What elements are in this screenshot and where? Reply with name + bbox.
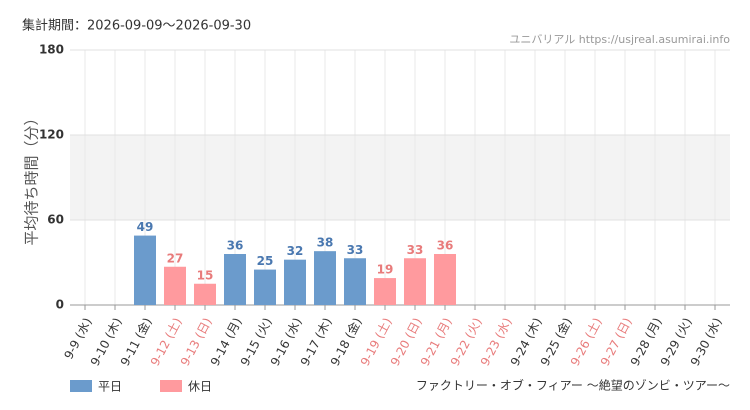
- legend-swatch: [70, 380, 92, 392]
- bar: [284, 259, 306, 305]
- value-label: 25: [257, 254, 274, 268]
- bar: [344, 258, 366, 305]
- value-label: 32: [287, 244, 304, 258]
- value-label: 33: [347, 243, 364, 257]
- value-label: 38: [317, 236, 334, 250]
- bar: [404, 258, 426, 305]
- bar: [314, 251, 336, 305]
- source: ユニバリアル https://usjreal.asumirai.info: [509, 33, 730, 46]
- bar: [134, 235, 156, 305]
- value-label: 49: [137, 220, 154, 234]
- bar: [434, 254, 456, 305]
- bar: [164, 266, 186, 305]
- x-tick-label: 9-9 (水): [61, 315, 94, 361]
- y-tick-label: 180: [39, 43, 64, 57]
- bar: [224, 254, 246, 305]
- legend-label: 平日: [98, 380, 122, 394]
- y-tick-label: 120: [39, 128, 64, 142]
- bar: [254, 269, 276, 305]
- value-label: 33: [407, 243, 424, 257]
- value-label: 36: [437, 239, 454, 253]
- footer: ファクトリー・オブ・フィアー 〜絶望のゾンビ・ツアー〜: [416, 378, 730, 393]
- y-tick-label: 60: [47, 213, 64, 227]
- y-tick-label: 0: [56, 298, 64, 312]
- bar: [374, 278, 396, 305]
- bar: [194, 283, 216, 305]
- value-label: 19: [377, 263, 394, 277]
- value-label: 27: [167, 251, 184, 265]
- chart-title: 集計期間：2026-09-09〜2026-09-30: [22, 18, 251, 34]
- legend-swatch: [160, 380, 182, 392]
- legend-label: 休日: [188, 380, 212, 394]
- grid-band: [70, 135, 730, 220]
- value-label: 36: [227, 239, 244, 253]
- y-axis-label: 平均待ち時間（分）: [23, 110, 41, 245]
- value-label: 15: [197, 268, 214, 282]
